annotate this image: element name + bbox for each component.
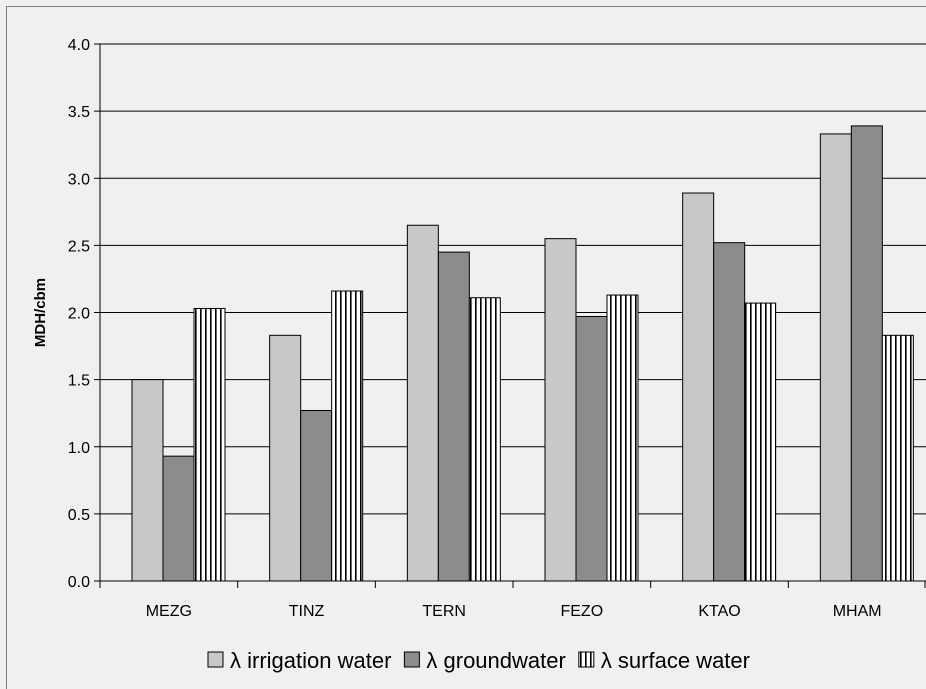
bar-fezo-series-1: [544, 238, 577, 582]
y-axis-label: MDH/cbm: [32, 278, 49, 347]
bar-tern-series-3: [468, 297, 501, 582]
bar-ktao-series-1: [682, 192, 715, 582]
bar-tinz-series-1: [269, 334, 302, 582]
y-tick-label: 1.0: [68, 440, 90, 457]
gridlines: [100, 43, 926, 515]
y-tick-label: 3.5: [68, 104, 90, 121]
bar-mham-series-1: [819, 133, 852, 582]
bar-mezg-series-2: [162, 455, 195, 582]
tick-labels: 0.0 0.5 1.0 1.5 2.0 2.5 3.0 3.5 4.0 MEZG TINZ TERN F…: [68, 37, 882, 620]
y-tick-label: 3.0: [68, 171, 90, 188]
bar-tern-series-1: [406, 224, 439, 582]
y-tick-label: 0.5: [68, 507, 90, 524]
legend-label: λ irrigation water: [230, 648, 391, 673]
legend-swatch: [403, 651, 420, 668]
bars: [131, 125, 914, 582]
legend-swatch: [578, 651, 595, 668]
bar-fezo-series-2: [575, 316, 608, 582]
y-tick-label: 2.0: [68, 306, 90, 323]
bar-mham-series-3: [881, 334, 914, 582]
y-tick-label: 4.0: [68, 37, 90, 54]
x-tick-label: TERN: [422, 603, 466, 620]
legend-swatch: [207, 651, 224, 668]
bar-mham-series-2: [850, 125, 883, 582]
bar-mezg-series-1: [131, 379, 164, 582]
y-tick-label: 1.5: [68, 373, 90, 390]
bar-tinz-series-3: [331, 290, 364, 582]
x-tick-label: FEZO: [560, 603, 603, 620]
bar-mezg-series-3: [193, 307, 226, 582]
bar-tern-series-2: [437, 251, 470, 582]
x-tick-label: MHAM: [833, 603, 882, 620]
x-tick-label: TINZ: [289, 603, 325, 620]
legend-label: λ surface water: [601, 648, 750, 673]
x-tick-label: KTAO: [698, 603, 740, 620]
bar-ktao-series-2: [713, 242, 746, 582]
bar-tinz-series-2: [300, 410, 333, 582]
y-tick-label: 0.0: [68, 574, 90, 591]
x-tick-label: MEZG: [146, 603, 192, 620]
legend: λ irrigation water λ groundwater λ surface…: [207, 648, 750, 673]
bar-fezo-series-3: [606, 294, 639, 582]
axes: [94, 43, 926, 588]
legend-label: λ groundwater: [426, 648, 565, 673]
bar-ktao-series-3: [744, 302, 777, 582]
y-tick-label: 2.5: [68, 238, 90, 255]
